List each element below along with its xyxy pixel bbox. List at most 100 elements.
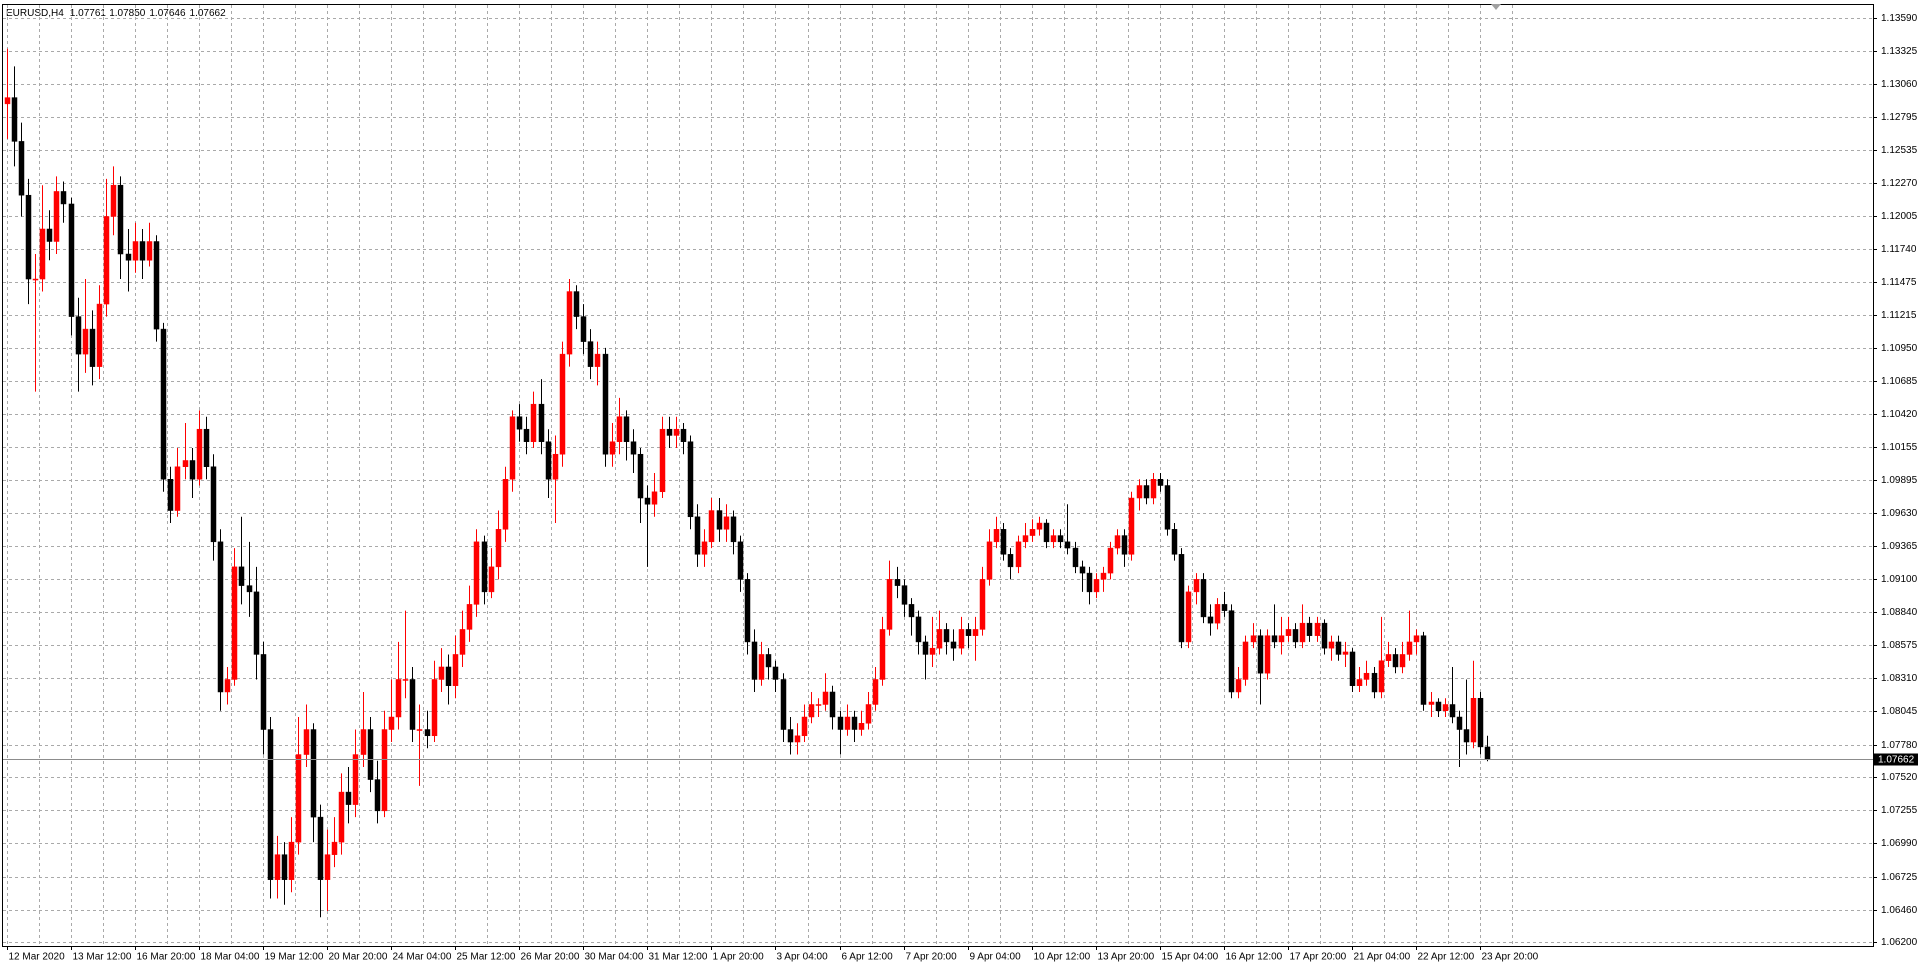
candle-body [331, 841, 338, 855]
y-tick-label: 1.10685 [1881, 376, 1918, 387]
header-close: 1.07662 [190, 8, 227, 19]
candle-body [559, 353, 566, 455]
y-tick-label: 1.09100 [1881, 574, 1918, 585]
candle-body [160, 328, 167, 480]
x-tick-label: 1 Apr 20:00 [713, 952, 765, 963]
candle-body [96, 303, 103, 367]
candle-body [1470, 697, 1477, 743]
x-tick-label: 25 Mar 12:00 [457, 952, 516, 963]
candle-body [324, 854, 331, 880]
header-open: 1.07761 [70, 8, 107, 19]
x-tick-label: 7 Apr 20:00 [906, 952, 958, 963]
candle-body [1356, 679, 1363, 686]
candle-body [1349, 651, 1356, 686]
x-tick-label: 6 Apr 12:00 [842, 952, 894, 963]
candle-body [1214, 604, 1221, 624]
candle-body [1043, 522, 1050, 543]
candle-body [844, 716, 851, 730]
candle-body [851, 716, 858, 730]
candle-body [1171, 529, 1178, 555]
candle-body [488, 566, 495, 593]
candle-body [46, 228, 53, 242]
candle-body [1292, 629, 1299, 643]
candle-body [231, 566, 238, 680]
y-tick-label: 1.06725 [1881, 872, 1918, 883]
candle-body [943, 629, 950, 643]
candle-body [659, 428, 666, 493]
y-tick-label: 1.13590 [1881, 13, 1918, 24]
y-tick-label: 1.07255 [1881, 805, 1918, 816]
candle-body [1299, 622, 1306, 643]
candle-body [1114, 535, 1121, 549]
x-tick-label: 13 Apr 20:00 [1098, 952, 1155, 963]
candle-body [1463, 729, 1470, 743]
candle-body [609, 441, 616, 455]
candle-body [765, 654, 772, 668]
candle-body [965, 629, 972, 636]
candle-body [837, 716, 844, 730]
candle-body [68, 203, 75, 317]
chart-title: EURUSD,H4 [6, 8, 64, 19]
x-tick-label: 20 Mar 20:00 [329, 952, 388, 963]
candle-body [1022, 535, 1029, 543]
candle-body [666, 428, 673, 436]
y-tick-label: 1.06460 [1881, 905, 1918, 916]
candle-body [1157, 479, 1164, 486]
y-tick-label: 1.07520 [1881, 772, 1918, 783]
candle-body [716, 510, 723, 530]
candle-body [1121, 535, 1128, 555]
candle-body [481, 541, 488, 593]
candle-body [894, 579, 901, 586]
candle-body [374, 779, 381, 812]
candle-body [587, 341, 594, 367]
candle-body [1328, 641, 1335, 649]
candle-body [1128, 497, 1135, 555]
y-tick-label: 1.13060 [1881, 79, 1918, 90]
candle-body [4, 97, 11, 105]
candle-body [1242, 641, 1249, 680]
y-tick-label: 1.12795 [1881, 112, 1918, 123]
candle-body [623, 416, 630, 442]
candle-body [167, 479, 174, 511]
candle-body [1449, 704, 1456, 718]
candle-body [780, 679, 787, 730]
candle-body [60, 191, 67, 205]
grid [3, 5, 1873, 946]
candle-body [1399, 654, 1406, 668]
price-label: 1.07662 [1878, 755, 1915, 766]
candle-body [723, 516, 730, 530]
candle-body [630, 441, 637, 455]
candle-body [602, 353, 609, 455]
candle-body [751, 641, 758, 680]
candle-body [146, 241, 153, 261]
candle-body [829, 691, 836, 718]
candle-body [445, 666, 452, 686]
y-tick-label: 1.06200 [1881, 937, 1918, 948]
candle-body [915, 616, 922, 643]
x-tick-label: 30 Mar 04:00 [585, 952, 644, 963]
y-tick-label: 1.11475 [1881, 277, 1917, 288]
candle-body [644, 497, 651, 505]
candle-body [616, 416, 623, 442]
candle-body [495, 529, 502, 568]
candle-body [1428, 701, 1435, 705]
candle-body [1193, 579, 1200, 593]
x-tick-label: 22 Apr 12:00 [1418, 952, 1475, 963]
candle-body [509, 416, 516, 480]
y-tick-label: 1.10155 [1881, 442, 1918, 453]
x-tick-label: 16 Apr 12:00 [1226, 952, 1283, 963]
candle-body [1406, 641, 1413, 655]
candle-body [530, 403, 537, 442]
candle-body [986, 541, 993, 580]
candle-body [196, 428, 203, 480]
candle-body [310, 729, 317, 818]
x-tick-label: 16 Mar 20:00 [137, 952, 196, 963]
candle-body [1321, 622, 1328, 649]
candle-body [993, 529, 1000, 543]
candle-body [103, 216, 110, 305]
candle-body [1477, 697, 1484, 748]
candle-body [274, 854, 281, 880]
x-tick-label: 10 Apr 12:00 [1034, 952, 1091, 963]
candle-body [1207, 616, 1214, 624]
candle-body [224, 679, 231, 693]
